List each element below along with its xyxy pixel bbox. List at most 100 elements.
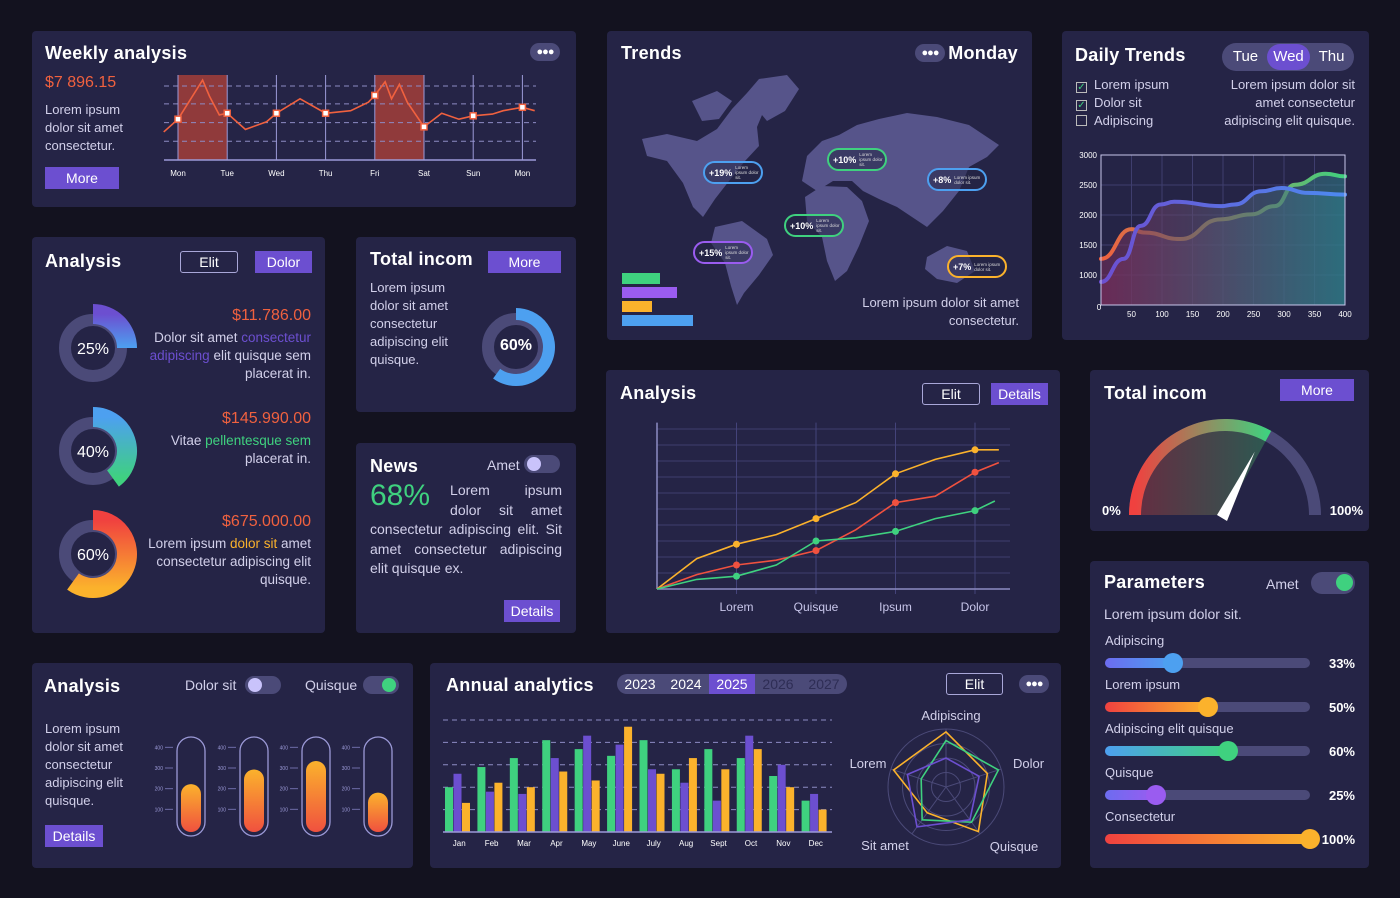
year-tab-2025[interactable]: 2025 <box>709 674 755 694</box>
bar <box>607 755 616 832</box>
bar <box>777 764 786 832</box>
radar-axis-label: Lorem <box>850 756 887 771</box>
trend-badge[interactable]: +10% Lorem ipsum dolor sit. <box>827 148 887 171</box>
income-gauge <box>1129 419 1321 521</box>
bar <box>769 776 778 832</box>
tab-tue[interactable]: Tue <box>1232 48 1259 65</box>
trend-badge[interactable]: +8% Lorem ipsum dolor sit. <box>927 168 987 191</box>
item-description: Vitae pellentesque sem placerat in. <box>146 432 311 468</box>
bar <box>753 749 762 832</box>
tab-thu[interactable]: Thu <box>1318 48 1345 65</box>
bar <box>574 749 583 832</box>
more-dots-icon[interactable]: ●●● <box>1019 675 1049 693</box>
total-income-card: Total incom More Lorem ipsum dolor sit a… <box>356 237 576 412</box>
slider-3[interactable] <box>1105 785 1310 805</box>
month-label: July <box>647 839 661 848</box>
slider-handle[interactable] <box>1218 741 1238 761</box>
more-button[interactable]: More <box>45 167 119 189</box>
tab-wed[interactable]: Wed <box>1267 44 1310 70</box>
slider-value: 25% <box>1328 788 1355 803</box>
elit-button[interactable]: Elit <box>946 673 1003 695</box>
checkbox-list: ✓ Lorem ipsum ✓ Dolor sit Adipiscing <box>1076 76 1169 130</box>
analysis-donuts-card: Analysis Elit Dolor 25% $11.786.00 Dolor… <box>32 237 325 633</box>
weekly-chart: Mon Tue Wed Thu Fri Sat Sun Mon <box>163 75 536 178</box>
slider-fill <box>1105 834 1310 844</box>
radar-axis-label: Quisque <box>990 839 1038 854</box>
year-tab-2023[interactable]: 2023 <box>624 676 656 692</box>
trend-badge[interactable]: +19% Lorem ipsum dolor sit. <box>703 161 763 184</box>
data-point <box>892 499 899 507</box>
day-label: Tue <box>220 169 234 178</box>
card-title: Total incom <box>370 249 473 269</box>
text: elit quisque sem placerat in. <box>209 348 311 381</box>
slider-label: Adipiscing <box>1105 633 1165 648</box>
slider-handle[interactable] <box>1146 785 1167 805</box>
slider-2[interactable] <box>1105 741 1310 761</box>
bar <box>818 809 827 832</box>
amet-toggle[interactable] <box>524 455 560 473</box>
day-selector[interactable]: Monday <box>948 43 1018 63</box>
slider-1[interactable] <box>1105 697 1310 717</box>
month-label: Nov <box>776 839 790 848</box>
more-dots-icon[interactable]: ●●● <box>915 44 945 62</box>
details-button[interactable]: Details <box>991 383 1048 405</box>
toggle-label: Amet <box>1266 576 1299 592</box>
slider-handle[interactable] <box>1300 829 1320 849</box>
bar <box>485 791 494 832</box>
data-point <box>272 109 281 117</box>
description: Lorem ipsum dolor sit amet consectetur. <box>45 102 124 153</box>
tick-label: 300 <box>342 766 351 772</box>
slider-4[interactable] <box>1105 829 1320 849</box>
checkbox-dolor-sit[interactable]: ✓ Dolor sit <box>1076 94 1169 112</box>
bar <box>542 740 551 832</box>
month-label: Oct <box>745 839 758 848</box>
elit-button[interactable]: Elit <box>922 383 980 405</box>
checkbox-lorem-ipsum[interactable]: ✓ Lorem ipsum <box>1076 76 1169 94</box>
badge-text: Lorem ipsum dolor sit. <box>974 261 1001 272</box>
trend-badge[interactable]: +15% Lorem ipsum dolor sit. <box>693 241 753 264</box>
more-dots-icon[interactable]: ●●● <box>530 43 560 61</box>
bar <box>509 758 518 832</box>
x-tick-label: Dolor <box>961 600 990 614</box>
thermometer-tube <box>301 736 331 837</box>
data-point <box>371 91 379 100</box>
y-tick-label: 1000 <box>1079 271 1097 280</box>
month-label: June <box>613 839 631 848</box>
day-label: Sat <box>418 169 431 178</box>
toggle-label: Quisque <box>305 677 358 693</box>
text: Vitae <box>170 433 206 448</box>
elit-button[interactable]: Elit <box>180 251 238 273</box>
amet-toggle[interactable] <box>1311 572 1355 594</box>
more-button[interactable]: More <box>488 251 561 273</box>
card-title: Daily Trends <box>1075 45 1186 65</box>
details-button[interactable]: Details <box>504 600 560 622</box>
year-tab-2026[interactable]: 2026 <box>762 676 794 692</box>
bar <box>639 740 648 832</box>
bar <box>656 773 665 832</box>
dolor-button[interactable]: Dolor <box>255 251 312 273</box>
radar-axis-label: Dolor <box>1013 756 1045 771</box>
thermometer-tube <box>239 736 269 837</box>
trend-badge[interactable]: +7% Lorem ipsum dolor sit. <box>947 255 1007 278</box>
tick-label: 100 <box>218 807 227 813</box>
quisque-toggle[interactable] <box>363 676 399 694</box>
details-button[interactable]: Details <box>45 825 103 847</box>
checkbox-adipiscing[interactable]: Adipiscing <box>1076 112 1169 130</box>
eurasia <box>802 113 999 227</box>
tick-label: 100 <box>342 807 351 813</box>
slider-0[interactable] <box>1105 653 1310 673</box>
year-tab-2024[interactable]: 2024 <box>670 676 702 692</box>
income-donut <box>482 308 555 386</box>
year-tab-2027[interactable]: 2027 <box>808 676 840 692</box>
more-button[interactable]: More <box>1280 379 1354 401</box>
trend-badge[interactable]: +10% Lorem ipsum dolor sit. <box>784 214 844 237</box>
slider-handle[interactable] <box>1197 697 1218 717</box>
card-title: Weekly analysis <box>45 43 188 63</box>
tick-label: 400 <box>155 745 164 751</box>
bar <box>712 800 721 832</box>
tick-label: 100 <box>155 807 164 813</box>
dolor-sit-toggle[interactable] <box>245 676 281 694</box>
plot-frame <box>1100 154 1346 306</box>
y-tick-label: 2000 <box>1079 211 1097 220</box>
slider-handle[interactable] <box>1162 653 1183 673</box>
